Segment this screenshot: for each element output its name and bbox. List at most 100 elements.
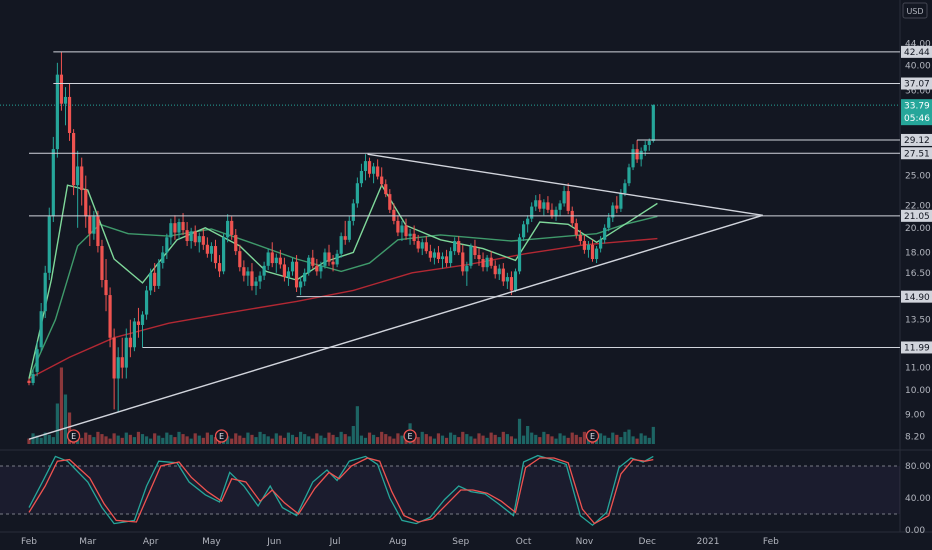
candle[interactable]	[189, 227, 193, 249]
candle[interactable]	[71, 129, 76, 196]
candle[interactable]	[469, 243, 473, 269]
candle[interactable]	[534, 195, 538, 211]
candle[interactable]	[347, 216, 351, 243]
candle[interactable]	[213, 239, 218, 269]
candle[interactable]	[197, 232, 201, 253]
candle[interactable]	[574, 218, 578, 239]
candle[interactable]	[477, 248, 481, 266]
candle[interactable]	[39, 303, 43, 352]
candle[interactable]	[294, 255, 299, 292]
candle[interactable]	[209, 242, 214, 262]
candle[interactable]	[461, 244, 465, 276]
candle[interactable]	[299, 277, 303, 296]
candle[interactable]	[193, 225, 197, 247]
candle[interactable]	[558, 200, 562, 217]
earnings-marker[interactable]: E	[214, 429, 229, 443]
candle[interactable]	[615, 196, 619, 214]
candle[interactable]	[335, 249, 339, 268]
candle[interactable]	[144, 285, 149, 320]
candle[interactable]	[627, 163, 631, 187]
candle[interactable]	[651, 104, 655, 143]
candle[interactable]	[88, 205, 92, 247]
trendlines[interactable]	[28, 153, 763, 440]
candle[interactable]	[185, 222, 189, 247]
candle[interactable]	[315, 259, 319, 276]
candle[interactable]	[647, 138, 651, 151]
candle[interactable]	[578, 230, 582, 245]
candle[interactable]	[278, 249, 282, 269]
candle[interactable]	[140, 311, 145, 348]
candle[interactable]	[262, 261, 266, 280]
candle[interactable]	[112, 328, 116, 410]
candle[interactable]	[489, 251, 493, 269]
candle[interactable]	[404, 218, 408, 240]
upper-trendline[interactable]	[367, 153, 763, 216]
candle[interactable]	[436, 246, 441, 264]
candle[interactable]	[205, 237, 209, 258]
candle[interactable]	[173, 215, 177, 240]
candle[interactable]	[270, 242, 274, 268]
candle[interactable]	[538, 194, 542, 212]
candle[interactable]	[124, 328, 128, 379]
candle[interactable]	[153, 263, 157, 292]
candle[interactable]	[165, 233, 169, 260]
candle[interactable]	[120, 337, 124, 379]
candle[interactable]	[493, 260, 497, 279]
candle[interactable]	[35, 341, 39, 377]
candle[interactable]	[84, 175, 88, 228]
candle[interactable]	[149, 268, 153, 296]
candle[interactable]	[157, 259, 161, 289]
candle[interactable]	[343, 220, 347, 245]
candle[interactable]	[639, 147, 643, 167]
candle[interactable]	[274, 253, 278, 273]
candle[interactable]	[582, 234, 586, 254]
candle[interactable]	[43, 265, 47, 318]
candle[interactable]	[217, 255, 222, 278]
time-axis[interactable]: Feb Mar Apr May Jun Jul Aug Sep Oct Nov Dec 2021 Feb	[21, 537, 779, 547]
candle[interactable]	[420, 238, 424, 256]
candle[interactable]	[513, 268, 518, 292]
candle[interactable]	[238, 244, 242, 272]
candle[interactable]	[254, 277, 258, 296]
candle[interactable]	[76, 150, 80, 228]
candle[interactable]	[100, 239, 104, 288]
candle[interactable]	[449, 247, 453, 268]
candle[interactable]	[380, 167, 384, 188]
candle[interactable]	[590, 239, 595, 262]
candle[interactable]	[246, 267, 250, 286]
candle[interactable]	[416, 234, 420, 253]
earnings-marker[interactable]: E	[403, 429, 417, 443]
candle[interactable]	[286, 267, 291, 286]
candle[interactable]	[250, 263, 254, 291]
candle[interactable]	[128, 319, 132, 358]
candle[interactable]	[282, 257, 287, 282]
candle[interactable]	[104, 259, 108, 312]
candle[interactable]	[444, 249, 449, 268]
candle[interactable]	[485, 255, 489, 272]
candle[interactable]	[388, 189, 392, 214]
horizontal-levels[interactable]	[29, 51, 900, 348]
candle[interactable]	[116, 347, 120, 412]
candle[interactable]	[339, 232, 343, 258]
candle[interactable]	[355, 177, 359, 208]
candle[interactable]	[554, 206, 558, 221]
candle[interactable]	[108, 287, 112, 348]
candle[interactable]	[311, 249, 315, 269]
candle[interactable]	[226, 214, 230, 243]
earnings-marker[interactable]: E	[585, 429, 600, 443]
oscillator-pane[interactable]	[0, 454, 900, 527]
candle[interactable]	[55, 62, 59, 158]
candle[interactable]	[323, 248, 327, 269]
candle[interactable]	[517, 233, 522, 275]
candle[interactable]	[412, 225, 416, 245]
candle[interactable]	[530, 202, 534, 223]
candle[interactable]	[319, 261, 323, 279]
candle[interactable]	[497, 264, 501, 280]
candle[interactable]	[80, 157, 84, 206]
candle[interactable]	[181, 213, 185, 235]
candle[interactable]	[351, 199, 355, 226]
candle[interactable]	[611, 202, 615, 223]
lower-trendline[interactable]	[28, 214, 763, 440]
